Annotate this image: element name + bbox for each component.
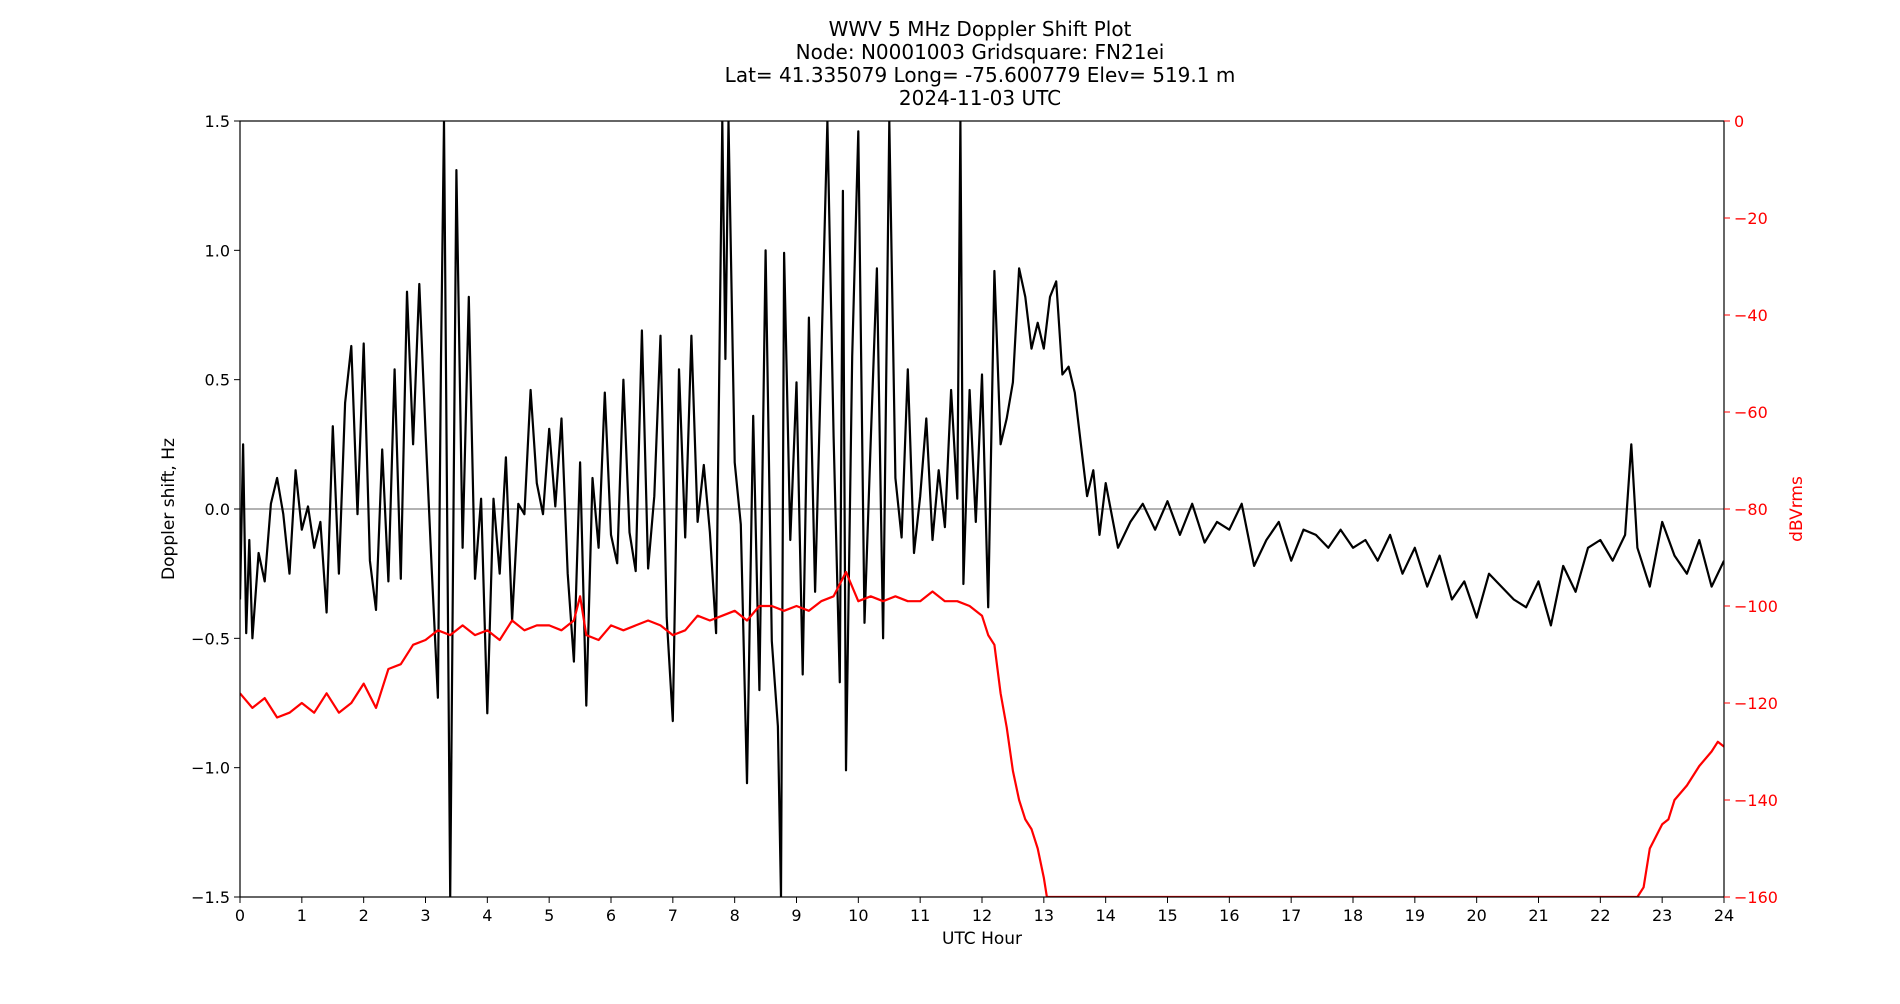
x-tick-label: 12: [972, 906, 992, 925]
x-tick-label: 3: [420, 906, 430, 925]
chart-title: WWV 5 MHz Doppler Shift Plot Node: N0001…: [725, 17, 1236, 110]
series-layer: [240, 121, 1724, 897]
x-tick-label: 24: [1714, 906, 1734, 925]
x-tick-label: 2: [359, 906, 369, 925]
x-tick-label: 15: [1157, 906, 1177, 925]
x-tick-label: 8: [730, 906, 740, 925]
y2-tick-label: −160: [1734, 888, 1778, 907]
y-tick-label: 1.5: [205, 112, 230, 131]
x-tick-label: 17: [1281, 906, 1301, 925]
x-axis: 0 1 2 3 4 5 6 7 8 9 10 11 12 13 14 15 16 17 18 19 20 21 22 23 24: [235, 897, 1734, 925]
x-tick-label: 20: [1466, 906, 1486, 925]
x-tick-label: 5: [544, 906, 554, 925]
y-axis-right: 0 −20 −40 −60 −80 −100 −120 −140 −160: [1724, 112, 1778, 907]
y2-tick-label: −60: [1734, 403, 1768, 422]
y2-tick-label: 0: [1734, 112, 1744, 131]
x-tick-label: 16: [1219, 906, 1239, 925]
x-tick-label: 14: [1095, 906, 1115, 925]
title-line-2: Node: N0001003 Gridsquare: FN21ei: [796, 40, 1165, 64]
y-tick-label: −1.0: [191, 759, 230, 778]
y2-axis-label: dBVrms: [1787, 476, 1807, 542]
y2-tick-label: −40: [1734, 306, 1768, 325]
title-line-3: Lat= 41.335079 Long= -75.600779 Elev= 51…: [725, 63, 1236, 87]
y-tick-label: −0.5: [191, 629, 230, 648]
power-series-line: [240, 570, 1724, 897]
y-axis-label: Doppler shift, Hz: [159, 438, 179, 580]
x-tick-label: 18: [1343, 906, 1363, 925]
y2-tick-label: −80: [1734, 500, 1768, 519]
y-tick-label: −1.5: [191, 888, 230, 907]
x-tick-label: 10: [848, 906, 868, 925]
x-tick-label: 19: [1405, 906, 1425, 925]
x-tick-label: 21: [1528, 906, 1548, 925]
y-axis-left: 1.5 1.0 0.5 0.0 −0.5 −1.0 −1.5: [191, 112, 240, 907]
x-tick-label: 22: [1590, 906, 1610, 925]
y-tick-label: 1.0: [205, 241, 230, 260]
x-axis-label: UTC Hour: [942, 929, 1022, 949]
y-tick-label: 0.0: [205, 500, 230, 519]
x-tick-label: 9: [791, 906, 801, 925]
title-line-1: WWV 5 MHz Doppler Shift Plot: [829, 17, 1132, 41]
x-tick-label: 13: [1034, 906, 1054, 925]
x-tick-label: 6: [606, 906, 616, 925]
y-tick-label: 0.5: [205, 371, 230, 390]
y2-tick-label: −20: [1734, 209, 1768, 228]
title-line-4: 2024-11-03 UTC: [899, 86, 1061, 110]
x-tick-label: 0: [235, 906, 245, 925]
doppler-series-line: [240, 121, 1724, 897]
x-tick-label: 7: [668, 906, 678, 925]
x-tick-label: 23: [1652, 906, 1672, 925]
y2-tick-label: −120: [1734, 694, 1778, 713]
x-tick-label: 1: [297, 906, 307, 925]
x-tick-label: 11: [910, 906, 930, 925]
y2-tick-label: −140: [1734, 791, 1778, 810]
y2-tick-label: −100: [1734, 597, 1778, 616]
x-tick-label: 4: [482, 906, 492, 925]
